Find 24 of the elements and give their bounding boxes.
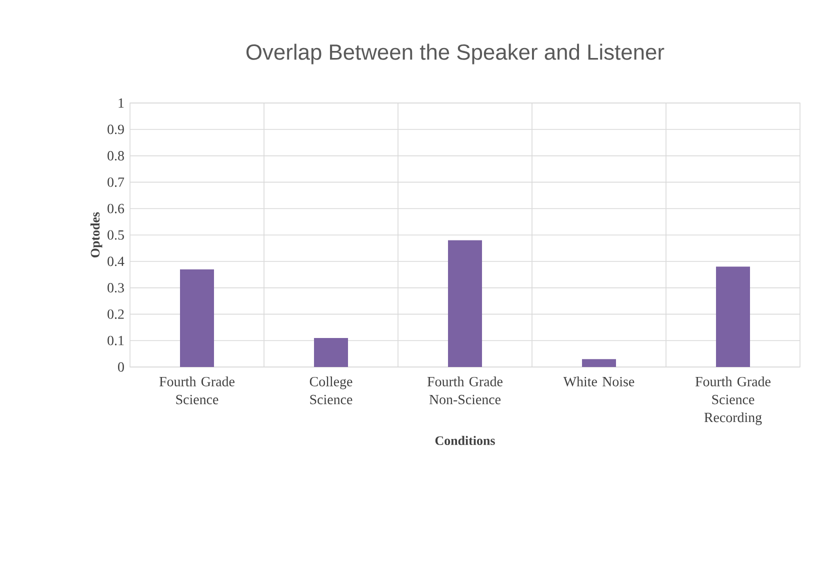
bar bbox=[448, 240, 482, 367]
x-tick-label: College Science bbox=[310, 376, 352, 404]
x-tick-label: Fourth Grade Science bbox=[159, 376, 234, 404]
y-tick-label: 1 bbox=[118, 98, 124, 108]
x-axis-title: Conditions bbox=[435, 436, 495, 446]
bar bbox=[716, 266, 750, 367]
y-tick-label: 0 bbox=[118, 362, 124, 372]
x-tick-label: White Noise bbox=[563, 376, 634, 386]
y-axis-title: Optodes bbox=[90, 212, 102, 258]
y-tick-label: 0.5 bbox=[108, 230, 124, 240]
y-tick-label: 0.9 bbox=[108, 124, 124, 134]
bar bbox=[314, 338, 348, 367]
y-tick-label: 0.3 bbox=[108, 283, 124, 293]
bar bbox=[582, 359, 616, 367]
y-tick-label: 0.8 bbox=[108, 151, 124, 161]
y-tick-label: 0.1 bbox=[108, 336, 124, 346]
y-tick-label: 0.7 bbox=[108, 177, 124, 187]
chart-title: Overlap Between the Speaker and Listener bbox=[246, 44, 664, 64]
bar bbox=[180, 269, 214, 367]
y-tick-label: 0.4 bbox=[108, 256, 124, 266]
x-tick-label: Fourth Grade Non-Science bbox=[427, 376, 502, 404]
y-tick-label: 0.2 bbox=[108, 309, 124, 319]
x-tick-label: Fourth Grade Science Recording bbox=[695, 376, 770, 426]
y-tick-label: 0.6 bbox=[108, 204, 124, 214]
